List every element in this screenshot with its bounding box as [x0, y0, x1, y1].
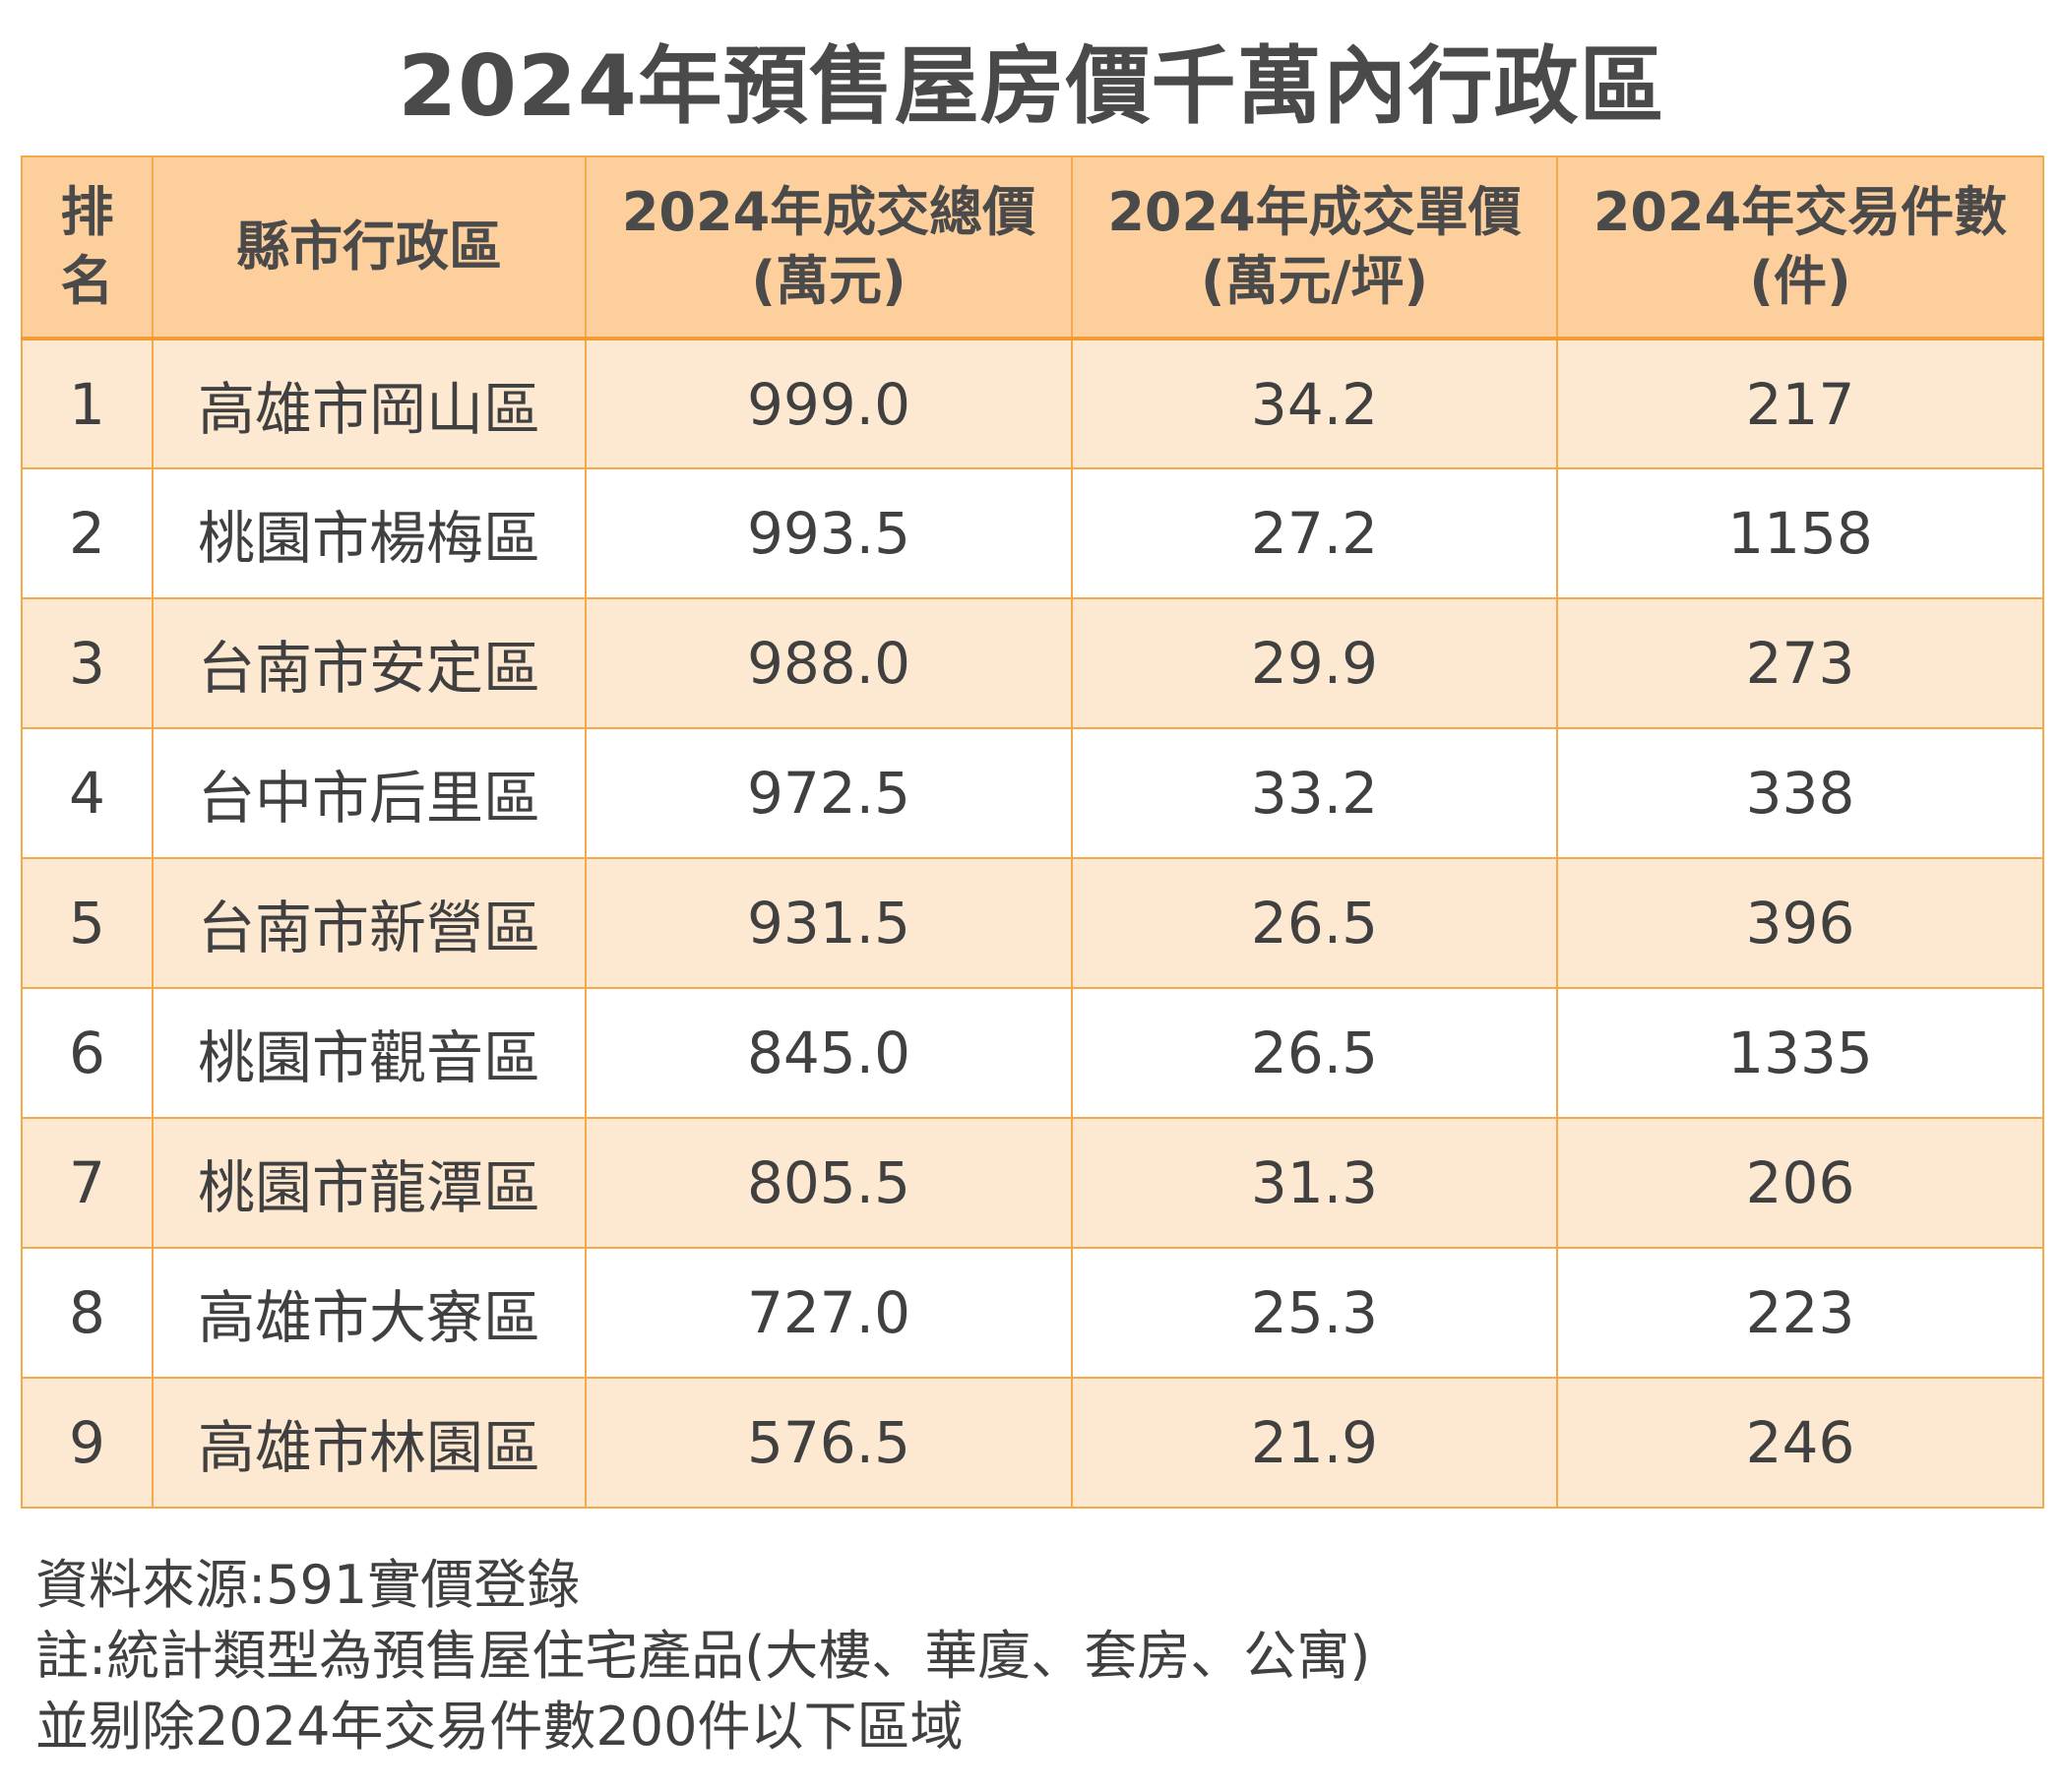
cell-rank: 1 [21, 338, 154, 469]
cell-unit-price: 21.9 [1071, 1377, 1558, 1509]
table-header-row: 排 名 縣市行政區 2024年成交總價 (萬元) 2024年成交單價 (萬元/坪… [21, 155, 2044, 340]
cell-total-price: 993.5 [585, 467, 1073, 599]
cell-count: 246 [1556, 1377, 2044, 1509]
cell-unit-price: 26.5 [1071, 987, 1558, 1119]
cell-total-price: 999.0 [585, 338, 1073, 469]
header-count-line-2: (件) [1749, 250, 1851, 312]
cell-count: 273 [1556, 597, 2044, 729]
cell-district: 高雄市林園區 [152, 1377, 587, 1509]
table-row: 8 高雄市大寮區 727.0 25.3 223 [21, 1247, 2044, 1379]
cell-rank: 5 [21, 857, 154, 989]
cell-total-price: 576.5 [585, 1377, 1073, 1509]
cell-district: 桃園市龍潭區 [152, 1117, 587, 1249]
cell-rank: 4 [21, 727, 154, 859]
cell-rank: 6 [21, 987, 154, 1119]
header-district: 縣市行政區 [152, 155, 587, 340]
footnotes: 資料來源:591實價登錄 註:統計類型為預售屋住宅產品(大樓、華廈、套房、公寓)… [35, 1550, 1370, 1762]
cell-district: 高雄市大寮區 [152, 1247, 587, 1379]
header-count-line-1: 2024年交易件數 [1593, 181, 2008, 243]
cell-district: 台南市安定區 [152, 597, 587, 729]
cell-total-price: 805.5 [585, 1117, 1073, 1249]
cell-district: 高雄市岡山區 [152, 338, 587, 469]
header-district-label: 縣市行政區 [236, 216, 502, 278]
cell-rank: 7 [21, 1117, 154, 1249]
header-total-price-line-1: 2024年成交總價 [621, 181, 1036, 243]
header-rank: 排 名 [21, 155, 154, 340]
footnote-scope: 註:統計類型為預售屋住宅產品(大樓、華廈、套房、公寓) [35, 1625, 1371, 1687]
cell-unit-price: 26.5 [1071, 857, 1558, 989]
header-total-price-line-2: (萬元) [751, 250, 906, 312]
header-unit-price: 2024年成交單價 (萬元/坪) [1071, 155, 1558, 340]
header-unit-price-line-1: 2024年成交單價 [1107, 181, 1522, 243]
cell-total-price: 972.5 [585, 727, 1073, 859]
cell-rank: 9 [21, 1377, 154, 1509]
cell-total-price: 845.0 [585, 987, 1073, 1119]
cell-unit-price: 27.2 [1071, 467, 1558, 599]
cell-district: 桃園市觀音區 [152, 987, 587, 1119]
header-rank-line-1: 排 [60, 181, 114, 243]
cell-rank: 2 [21, 467, 154, 599]
table-row: 1 高雄市岡山區 999.0 34.2 217 [21, 338, 2044, 469]
cell-unit-price: 33.2 [1071, 727, 1558, 859]
page-title: 2024年預售屋房價千萬內行政區 [398, 37, 1665, 136]
cell-total-price: 988.0 [585, 597, 1073, 729]
footnote-source: 資料來源:591實價登錄 [35, 1554, 581, 1616]
header-total-price: 2024年成交總價 (萬元) [585, 155, 1073, 340]
header-rank-line-2: 名 [60, 250, 114, 312]
cell-count: 206 [1556, 1117, 2044, 1249]
header-count: 2024年交易件數 (件) [1556, 155, 2044, 340]
table-row: 9 高雄市林園區 576.5 21.9 246 [21, 1377, 2044, 1509]
table-row: 7 桃園市龍潭區 805.5 31.3 206 [21, 1117, 2044, 1249]
cell-total-price: 931.5 [585, 857, 1073, 989]
cell-count: 396 [1556, 857, 2044, 989]
table-row: 4 台中市后里區 972.5 33.2 338 [21, 727, 2044, 859]
cell-count: 217 [1556, 338, 2044, 469]
cell-unit-price: 29.9 [1071, 597, 1558, 729]
ranking-table: 排 名 縣市行政區 2024年成交總價 (萬元) 2024年成交單價 (萬元/坪… [21, 155, 2044, 1509]
cell-count: 223 [1556, 1247, 2044, 1379]
cell-count: 338 [1556, 727, 2044, 859]
table-row: 3 台南市安定區 988.0 29.9 273 [21, 597, 2044, 729]
table-row: 6 桃園市觀音區 845.0 26.5 1335 [21, 987, 2044, 1119]
table-row: 2 桃園市楊梅區 993.5 27.2 1158 [21, 467, 2044, 599]
cell-unit-price: 34.2 [1071, 338, 1558, 469]
cell-district: 桃園市楊梅區 [152, 467, 587, 599]
cell-unit-price: 31.3 [1071, 1117, 1558, 1249]
cell-count: 1158 [1556, 467, 2044, 599]
cell-district: 台中市后里區 [152, 727, 587, 859]
cell-rank: 3 [21, 597, 154, 729]
cell-rank: 8 [21, 1247, 154, 1379]
header-unit-price-line-2: (萬元/坪) [1200, 250, 1429, 312]
footnote-exclusion: 並剔除2024年交易件數200件以下區域 [35, 1696, 964, 1758]
cell-total-price: 727.0 [585, 1247, 1073, 1379]
cell-count: 1335 [1556, 987, 2044, 1119]
cell-unit-price: 25.3 [1071, 1247, 1558, 1379]
table-row: 5 台南市新營區 931.5 26.5 396 [21, 857, 2044, 989]
cell-district: 台南市新營區 [152, 857, 587, 989]
